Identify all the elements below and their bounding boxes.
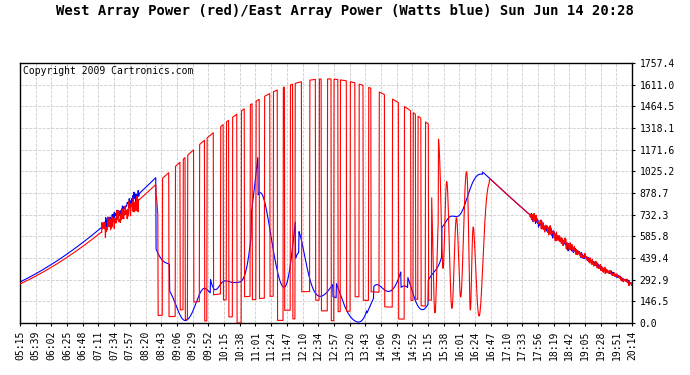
Text: Copyright 2009 Cartronics.com: Copyright 2009 Cartronics.com bbox=[23, 66, 193, 76]
Text: West Array Power (red)/East Array Power (Watts blue) Sun Jun 14 20:28: West Array Power (red)/East Array Power … bbox=[56, 4, 634, 18]
